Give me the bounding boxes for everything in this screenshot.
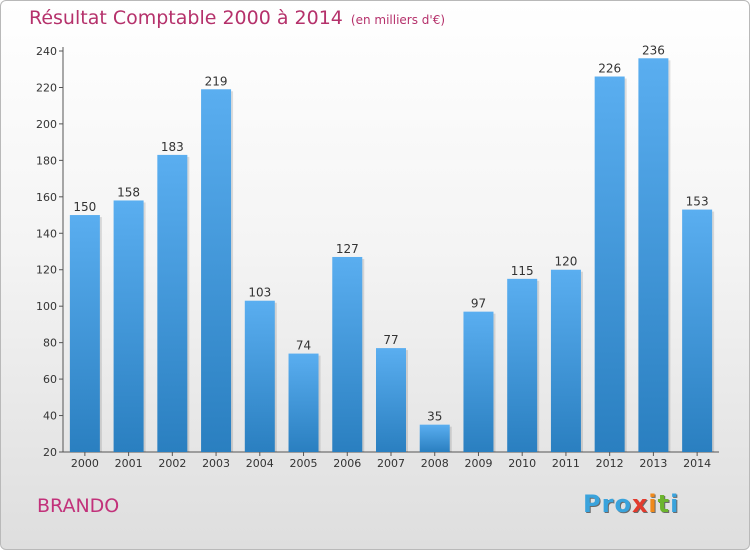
y-tick-label: 140 — [36, 227, 57, 240]
value-label-2007: 77 — [383, 333, 398, 347]
x-tick-label: 2007 — [377, 457, 405, 470]
value-label-2009: 97 — [471, 297, 486, 311]
y-tick-label: 160 — [36, 191, 57, 204]
bar-2012 — [594, 76, 625, 452]
logo-letter: i — [670, 490, 680, 518]
bar-2011 — [550, 269, 581, 452]
value-label-2006: 127 — [336, 242, 359, 256]
x-tick-label: 2002 — [158, 457, 186, 470]
value-label-2003: 219 — [205, 74, 228, 88]
value-label-2000: 150 — [73, 200, 96, 214]
proxiti-logo: Proxiti — [583, 490, 679, 518]
commune-name: BRANDO — [37, 495, 120, 517]
bar-2005 — [288, 353, 319, 452]
value-label-2005: 74 — [296, 339, 311, 353]
y-tick-label: 220 — [36, 81, 57, 94]
x-tick-label: 2011 — [552, 457, 580, 470]
value-label-2012: 226 — [598, 62, 621, 76]
title-unit: (en milliers d'€) — [350, 13, 446, 27]
y-tick-label: 40 — [43, 410, 57, 423]
x-tick-label: 2009 — [464, 457, 492, 470]
y-tick-label: 120 — [36, 264, 57, 277]
x-tick-label: 2004 — [246, 457, 274, 470]
chart-title: Résultat Comptable 2000 à 2014 (en millie… — [29, 7, 445, 29]
bar-2010 — [507, 278, 538, 452]
value-label-2011: 120 — [554, 255, 577, 269]
x-tick-label: 2000 — [71, 457, 99, 470]
value-label-2014: 153 — [686, 195, 709, 209]
bar-2000 — [69, 215, 100, 452]
y-tick-label: 180 — [36, 154, 57, 167]
logo-letter: P — [583, 490, 602, 518]
chart-bars — [69, 58, 715, 453]
bar-2014 — [682, 209, 713, 452]
value-label-2013: 236 — [642, 43, 665, 57]
value-label-2004: 103 — [248, 286, 271, 300]
y-tick-label: 200 — [36, 118, 57, 131]
bar-2001 — [113, 200, 144, 452]
x-tick-label: 2008 — [421, 457, 449, 470]
logo-letter: x — [631, 490, 649, 518]
x-tick-label: 2012 — [596, 457, 624, 470]
x-tick-label: 2010 — [508, 457, 536, 470]
logo-letter: i — [648, 490, 658, 518]
x-tick-label: 2006 — [333, 457, 361, 470]
chart-value-labels: 150 158 183 219 103 74 127 77 35 97 115 120 226 236 15… — [73, 43, 708, 423]
title-main: Résultat Comptable 2000 à 2014 — [29, 7, 343, 29]
value-label-2008: 35 — [427, 410, 442, 424]
value-label-2002: 183 — [161, 140, 184, 154]
x-tick-label: 2014 — [683, 457, 711, 470]
y-tick-label: 60 — [43, 373, 57, 386]
x-tick-label: 2003 — [202, 457, 230, 470]
value-label-2010: 115 — [511, 264, 534, 278]
bar-2008 — [419, 424, 450, 452]
logo-letter: r — [601, 490, 615, 518]
bar-2004 — [244, 300, 275, 452]
logo-letter: t — [657, 490, 671, 518]
bar-2003 — [201, 89, 232, 452]
bar-2007 — [376, 348, 406, 452]
x-tick-label: 2013 — [639, 457, 667, 470]
y-tick-label: 80 — [43, 337, 57, 350]
bar-2002 — [157, 154, 188, 453]
bar-2013 — [638, 58, 669, 453]
x-tick-label: 2001 — [115, 457, 143, 470]
bar-2009 — [463, 311, 494, 452]
value-label-2001: 158 — [117, 185, 140, 199]
logo-letter: o — [614, 490, 632, 518]
y-tick-label: 100 — [36, 300, 57, 313]
y-tick-label: 20 — [43, 446, 57, 459]
bar-2006 — [332, 256, 363, 452]
x-tick-label: 2005 — [290, 457, 318, 470]
y-tick-label: 240 — [36, 45, 57, 58]
